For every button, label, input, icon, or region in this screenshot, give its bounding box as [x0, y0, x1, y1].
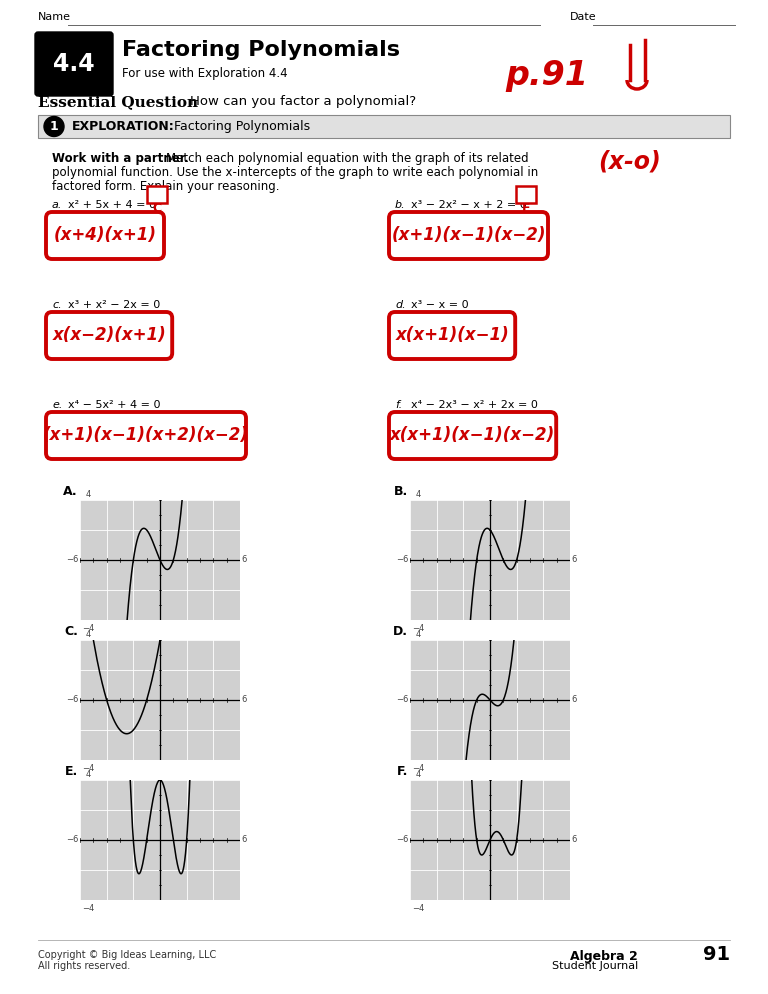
Text: −6: −6: [396, 836, 409, 845]
Text: Student Journal: Student Journal: [551, 961, 638, 971]
FancyBboxPatch shape: [516, 186, 536, 203]
Text: Algebra 2: Algebra 2: [571, 950, 638, 963]
Text: 6: 6: [242, 836, 247, 845]
Text: 6: 6: [571, 836, 577, 845]
Text: (x+4)(x+1): (x+4)(x+1): [54, 227, 157, 245]
Text: −4: −4: [82, 763, 94, 772]
Text: −4: −4: [412, 623, 424, 632]
Text: C: C: [152, 202, 161, 215]
Text: b.: b.: [395, 200, 406, 210]
FancyBboxPatch shape: [389, 312, 515, 359]
Text: −6: −6: [66, 556, 78, 565]
Text: -4  -1: -4 -1: [108, 722, 141, 732]
Text: 4: 4: [415, 769, 421, 779]
Text: C.: C.: [64, 625, 78, 638]
Text: polynomial function. Use the x-intercepts of the graph to write each polynomial : polynomial function. Use the x-intercept…: [52, 166, 538, 179]
Text: −4: −4: [412, 904, 424, 912]
Text: 4: 4: [415, 490, 421, 499]
FancyBboxPatch shape: [46, 412, 246, 459]
Text: d.: d.: [395, 300, 406, 310]
Text: −6: −6: [396, 696, 409, 705]
Text: x⁴ − 2x³ − x² + 2x = 0: x⁴ − 2x³ − x² + 2x = 0: [411, 400, 538, 410]
Text: x² + 5x + 4 = 0: x² + 5x + 4 = 0: [68, 200, 156, 210]
Text: F.: F.: [396, 765, 408, 778]
Text: x⁴ − 5x² + 4 = 0: x⁴ − 5x² + 4 = 0: [68, 400, 161, 410]
FancyBboxPatch shape: [389, 212, 548, 259]
Text: Match each polynomial equation with the graph of its related: Match each polynomial equation with the …: [166, 152, 528, 165]
Text: p.91: p.91: [505, 59, 588, 91]
Text: B.: B.: [394, 485, 408, 498]
Text: 1: 1: [50, 120, 58, 133]
FancyBboxPatch shape: [147, 186, 167, 203]
Text: factored form. Explain your reasoning.: factored form. Explain your reasoning.: [52, 180, 280, 193]
Text: 4: 4: [85, 769, 91, 779]
FancyBboxPatch shape: [389, 412, 556, 459]
Text: 4: 4: [85, 490, 91, 499]
Text: −4: −4: [412, 763, 424, 772]
Text: c.: c.: [52, 300, 61, 310]
Text: 4: 4: [85, 630, 91, 639]
Text: A.: A.: [64, 485, 78, 498]
Text: Date: Date: [570, 12, 597, 22]
Text: a.: a.: [52, 200, 62, 210]
FancyBboxPatch shape: [46, 312, 172, 359]
Text: Factoring Polynomials: Factoring Polynomials: [170, 120, 310, 133]
Text: x³ + x² − 2x = 0: x³ + x² − 2x = 0: [68, 300, 161, 310]
Text: Work with a partner.: Work with a partner.: [52, 152, 189, 165]
Text: Essential Question: Essential Question: [38, 95, 198, 109]
Text: x³ − x = 0: x³ − x = 0: [411, 300, 468, 310]
FancyBboxPatch shape: [38, 115, 730, 138]
Text: −4: −4: [82, 904, 94, 912]
Text: e.: e.: [52, 400, 62, 410]
Text: How can you factor a polynomial?: How can you factor a polynomial?: [190, 95, 416, 108]
Text: F: F: [521, 202, 530, 215]
Text: (x-o): (x-o): [598, 150, 660, 174]
Text: x(x+1)(x−1)(x−2): x(x+1)(x−1)(x−2): [390, 426, 555, 444]
Text: x³ − 2x² − x + 2 = 0: x³ − 2x² − x + 2 = 0: [411, 200, 527, 210]
Text: Name: Name: [38, 12, 71, 22]
Text: −6: −6: [396, 556, 409, 565]
Circle shape: [44, 116, 64, 136]
Text: −6: −6: [66, 696, 78, 705]
Text: 6: 6: [571, 696, 577, 705]
Text: 6: 6: [571, 556, 577, 565]
Text: −4: −4: [82, 623, 94, 632]
FancyBboxPatch shape: [35, 32, 113, 96]
Text: EXPLORATION:: EXPLORATION:: [72, 120, 175, 133]
Text: x(x+1)(x−1): x(x+1)(x−1): [396, 326, 509, 345]
Text: −6: −6: [66, 836, 78, 845]
Text: (x+1)(x−1)(x+2)(x−2): (x+1)(x−1)(x+2)(x−2): [43, 426, 249, 444]
Text: D.: D.: [393, 625, 408, 638]
Text: Factoring Polynomials: Factoring Polynomials: [122, 40, 400, 60]
Text: Copyright © Big Ideas Learning, LLC: Copyright © Big Ideas Learning, LLC: [38, 950, 217, 960]
Text: For use with Exploration 4.4: For use with Exploration 4.4: [122, 68, 288, 81]
Text: 6: 6: [242, 696, 247, 705]
Text: f.: f.: [395, 400, 402, 410]
Text: (x+1)(x−1)(x−2): (x+1)(x−1)(x−2): [391, 227, 546, 245]
FancyBboxPatch shape: [46, 212, 164, 259]
Text: x(x−2)(x+1): x(x−2)(x+1): [52, 326, 166, 345]
Text: 4.4: 4.4: [53, 52, 94, 76]
Text: 91: 91: [703, 945, 730, 964]
Text: E.: E.: [65, 765, 78, 778]
Text: All rights reserved.: All rights reserved.: [38, 961, 131, 971]
Text: 4: 4: [415, 630, 421, 639]
Text: 6: 6: [242, 556, 247, 565]
Text: (x+4)(x+1): (x+4)(x+1): [104, 736, 173, 746]
